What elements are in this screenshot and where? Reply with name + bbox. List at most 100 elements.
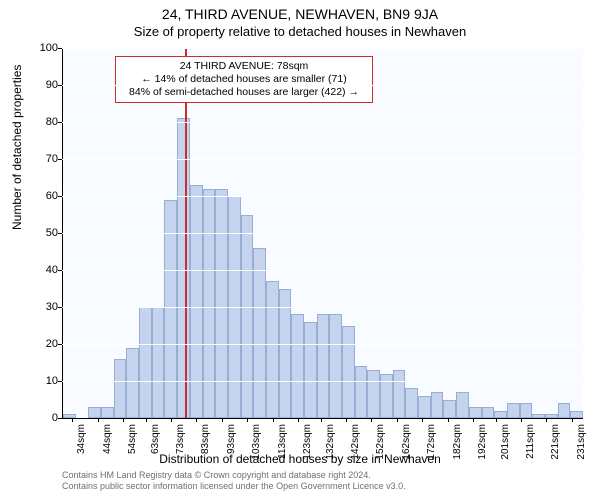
xtick-mark	[273, 418, 274, 422]
xtick-label: 162sqm	[401, 424, 412, 464]
histogram-bar	[177, 118, 190, 418]
histogram-bar	[355, 366, 368, 418]
xtick-label: 54sqm	[127, 424, 138, 464]
xtick-mark	[473, 418, 474, 422]
histogram-bar	[418, 396, 431, 418]
xtick-mark	[247, 418, 248, 422]
xtick-label: 231sqm	[576, 424, 587, 464]
histogram-bar	[558, 403, 571, 418]
gridline-h	[62, 48, 582, 49]
ytick-mark	[58, 48, 62, 49]
xtick-mark	[196, 418, 197, 422]
xtick-label: 172sqm	[426, 424, 437, 464]
xtick-label: 113sqm	[277, 424, 288, 464]
ytick-mark	[58, 344, 62, 345]
xtick-label: 93sqm	[226, 424, 237, 464]
xtick-mark	[422, 418, 423, 422]
ytick-mark	[58, 418, 62, 419]
xtick-label: 201sqm	[500, 424, 511, 464]
histogram-bar	[291, 314, 304, 418]
xtick-mark	[546, 418, 547, 422]
gridline-h	[62, 196, 582, 197]
xtick-label: 182sqm	[452, 424, 463, 464]
page-title: 24, THIRD AVENUE, NEWHAVEN, BN9 9JA	[0, 0, 600, 22]
xtick-label: 211sqm	[525, 424, 536, 464]
histogram-bar	[190, 185, 203, 418]
histogram-bar	[431, 392, 444, 418]
histogram-bar	[456, 392, 469, 418]
ytick-label: 30	[28, 301, 58, 313]
footer-line1: Contains HM Land Registry data © Crown c…	[62, 470, 582, 481]
histogram-bar	[114, 359, 127, 418]
ytick-label: 60	[28, 190, 58, 202]
ytick-label: 90	[28, 79, 58, 91]
histogram-bar	[329, 314, 342, 418]
gridline-h	[62, 344, 582, 345]
ytick-mark	[58, 381, 62, 382]
histogram-bar	[393, 370, 406, 418]
xtick-label: 192sqm	[477, 424, 488, 464]
histogram-bar	[304, 322, 317, 418]
ytick-mark	[58, 196, 62, 197]
ytick-label: 20	[28, 338, 58, 350]
xtick-mark	[572, 418, 573, 422]
ytick-mark	[58, 122, 62, 123]
xtick-mark	[123, 418, 124, 422]
xtick-mark	[98, 418, 99, 422]
annotation-box: 24 THIRD AVENUE: 78sqm← 14% of detached …	[115, 56, 373, 103]
xtick-mark	[321, 418, 322, 422]
annotation-line1: 24 THIRD AVENUE: 78sqm	[122, 60, 366, 73]
xtick-label: 221sqm	[550, 424, 561, 464]
xtick-label: 83sqm	[200, 424, 211, 464]
histogram-bar	[469, 407, 482, 418]
ytick-mark	[58, 85, 62, 86]
histogram-bar	[532, 414, 545, 418]
histogram-bar	[507, 403, 520, 418]
xtick-mark	[521, 418, 522, 422]
gridline-h	[62, 307, 582, 308]
histogram-bar	[126, 348, 139, 418]
histogram-bar	[253, 248, 266, 418]
histogram-bar	[203, 189, 216, 418]
ytick-mark	[58, 159, 62, 160]
histogram-bar	[570, 411, 583, 418]
xtick-mark	[171, 418, 172, 422]
footer-line2: Contains public sector information licen…	[62, 481, 582, 492]
xtick-label: 44sqm	[102, 424, 113, 464]
histogram-bar	[101, 407, 114, 418]
xtick-label: 63sqm	[150, 424, 161, 464]
xtick-label: 152sqm	[375, 424, 386, 464]
histogram-bar	[482, 407, 495, 418]
chart-subtitle: Size of property relative to detached ho…	[0, 22, 600, 39]
xtick-mark	[146, 418, 147, 422]
ytick-mark	[58, 233, 62, 234]
histogram-bar	[152, 307, 165, 418]
histogram-bar	[342, 326, 355, 419]
xtick-mark	[72, 418, 73, 422]
ytick-label: 70	[28, 153, 58, 165]
xtick-label: 73sqm	[175, 424, 186, 464]
histogram-bar	[520, 403, 533, 418]
y-axis-label: Number of detached properties	[10, 65, 24, 230]
ytick-mark	[58, 307, 62, 308]
xtick-mark	[346, 418, 347, 422]
xtick-mark	[222, 418, 223, 422]
figure-root: 24, THIRD AVENUE, NEWHAVEN, BN9 9JA Size…	[0, 0, 600, 500]
ytick-label: 100	[28, 42, 58, 54]
histogram-bar	[443, 400, 456, 419]
xtick-mark	[448, 418, 449, 422]
ytick-mark	[58, 270, 62, 271]
histogram-bar	[405, 388, 418, 418]
ytick-label: 40	[28, 264, 58, 276]
xtick-mark	[496, 418, 497, 422]
xtick-mark	[371, 418, 372, 422]
histogram-bar	[317, 314, 330, 418]
attribution-footer: Contains HM Land Registry data © Crown c…	[62, 470, 582, 492]
gridline-h	[62, 381, 582, 382]
ytick-label: 0	[28, 412, 58, 424]
xtick-mark	[397, 418, 398, 422]
histogram-bar	[367, 370, 380, 418]
xtick-label: 142sqm	[350, 424, 361, 464]
gridline-h	[62, 270, 582, 271]
gridline-h	[62, 233, 582, 234]
